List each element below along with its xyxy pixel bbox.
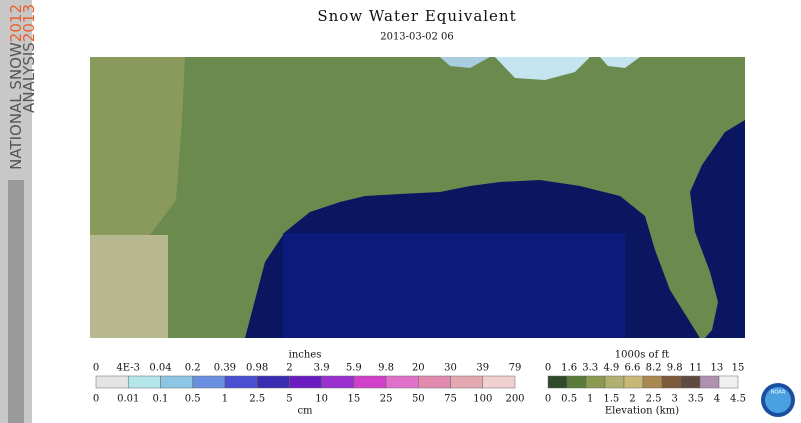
color-swatch xyxy=(661,375,682,389)
legend-label-top: 3.3 xyxy=(582,363,598,374)
elev-unit-top: 1000s of ft xyxy=(615,350,669,361)
color-swatch xyxy=(680,375,701,389)
title: Snow Water Equivalent xyxy=(317,7,516,25)
color-swatch xyxy=(699,375,720,389)
color-swatch xyxy=(224,375,258,389)
legend-label-top: 79 xyxy=(509,363,522,374)
map xyxy=(90,57,745,338)
color-swatch xyxy=(482,375,516,389)
logo-text: NOAA xyxy=(771,390,786,396)
legend-label-bottom: 0.5 xyxy=(561,394,577,405)
legend-label-bottom: 3.5 xyxy=(688,394,704,405)
legend-label-top: 8.2 xyxy=(646,363,662,374)
color-swatch xyxy=(160,375,193,389)
legend-label-top: 0.98 xyxy=(246,363,268,374)
banner-line2: ANALYSIS2013 xyxy=(20,4,38,113)
atlantic xyxy=(690,120,745,338)
color-swatch xyxy=(289,375,322,389)
legend-label-bottom: 50 xyxy=(412,394,425,405)
legend-label-top: 4E-3 xyxy=(116,363,140,374)
legend-label-bottom: 200 xyxy=(505,394,524,405)
legend-label-top: 2 xyxy=(286,363,292,374)
logo-inner xyxy=(765,387,791,413)
color-swatch xyxy=(385,375,419,389)
legend-label-bottom: 0.5 xyxy=(185,394,201,405)
legend-label-bottom: 100 xyxy=(473,394,492,405)
color-swatch xyxy=(127,375,161,389)
swe-unit-top: inches xyxy=(289,350,322,361)
elev-title: Elevation (km) xyxy=(605,406,679,417)
legend-label-top: 9.8 xyxy=(667,363,683,374)
color-swatch xyxy=(450,375,484,389)
legend-label-bottom: 0 xyxy=(545,394,551,405)
legend-label-top: 0 xyxy=(93,363,99,374)
legend-label-bottom: 3 xyxy=(671,394,677,405)
legend-label-bottom: 4.5 xyxy=(730,394,746,405)
legend-label-bottom: 75 xyxy=(444,394,457,405)
inset xyxy=(90,235,168,338)
legend-label-top: 4.9 xyxy=(603,363,619,374)
banner-line1: NATIONAL SNOW2012 xyxy=(7,4,25,170)
legend-label-top: 0 xyxy=(545,363,551,374)
legend-label-top: 11 xyxy=(689,363,702,374)
banner-image xyxy=(8,180,24,423)
legend-label-bottom: 2.5 xyxy=(249,394,265,405)
water-block xyxy=(283,233,625,338)
snow-cover xyxy=(495,57,590,80)
color-swatch xyxy=(566,375,587,389)
legend-label-bottom: 4 xyxy=(714,394,720,405)
color-swatch xyxy=(585,375,606,389)
legend-label-top: 30 xyxy=(444,363,457,374)
color-swatch xyxy=(547,375,568,389)
color-swatch xyxy=(623,375,644,389)
legend-label-top: 9.8 xyxy=(378,363,394,374)
color-swatch xyxy=(256,375,290,389)
west-terrain xyxy=(90,57,185,235)
color-swatch xyxy=(418,375,451,389)
legend-label-bottom: 0.1 xyxy=(153,394,169,405)
legend-label-top: 1.6 xyxy=(561,363,577,374)
color-swatch xyxy=(718,375,739,389)
snow-cover xyxy=(440,57,490,68)
swe-unit-bottom: cm xyxy=(297,406,313,417)
legend-label-top: 0.39 xyxy=(214,363,236,374)
legend-label-bottom: 1.5 xyxy=(603,394,619,405)
legend-label-top: 3.9 xyxy=(314,363,330,374)
legend-label-bottom: 10 xyxy=(315,394,328,405)
legend-label-bottom: 5 xyxy=(286,394,292,405)
legend-label-top: 0.04 xyxy=(149,363,171,374)
legend-label-top: 20 xyxy=(412,363,425,374)
legend-label-bottom: 25 xyxy=(380,394,393,405)
color-swatch xyxy=(642,375,663,389)
color-swatch xyxy=(192,375,226,389)
snow-cover xyxy=(600,57,640,68)
legend-label-top: 39 xyxy=(476,363,489,374)
legend-label-bottom: 2.5 xyxy=(646,394,662,405)
legend-label-bottom: 1 xyxy=(587,394,593,405)
legend-label-bottom: 1 xyxy=(222,394,228,405)
legend-label-top: 15 xyxy=(732,363,745,374)
legend-label-top: 6.6 xyxy=(624,363,640,374)
date: 2013-03-02 06 xyxy=(380,32,454,43)
color-swatch xyxy=(321,375,355,389)
legend-label-bottom: 15 xyxy=(347,394,360,405)
legend-label-bottom: 2 xyxy=(629,394,635,405)
legend-label-top: 13 xyxy=(711,363,724,374)
legend-label-top: 0.2 xyxy=(185,363,201,374)
color-swatch xyxy=(95,375,129,389)
legend-label-bottom: 0 xyxy=(93,394,99,405)
color-swatch xyxy=(353,375,387,389)
color-swatch xyxy=(604,375,625,389)
legend-label-bottom: 0.01 xyxy=(117,394,139,405)
legend-label-top: 5.9 xyxy=(346,363,362,374)
